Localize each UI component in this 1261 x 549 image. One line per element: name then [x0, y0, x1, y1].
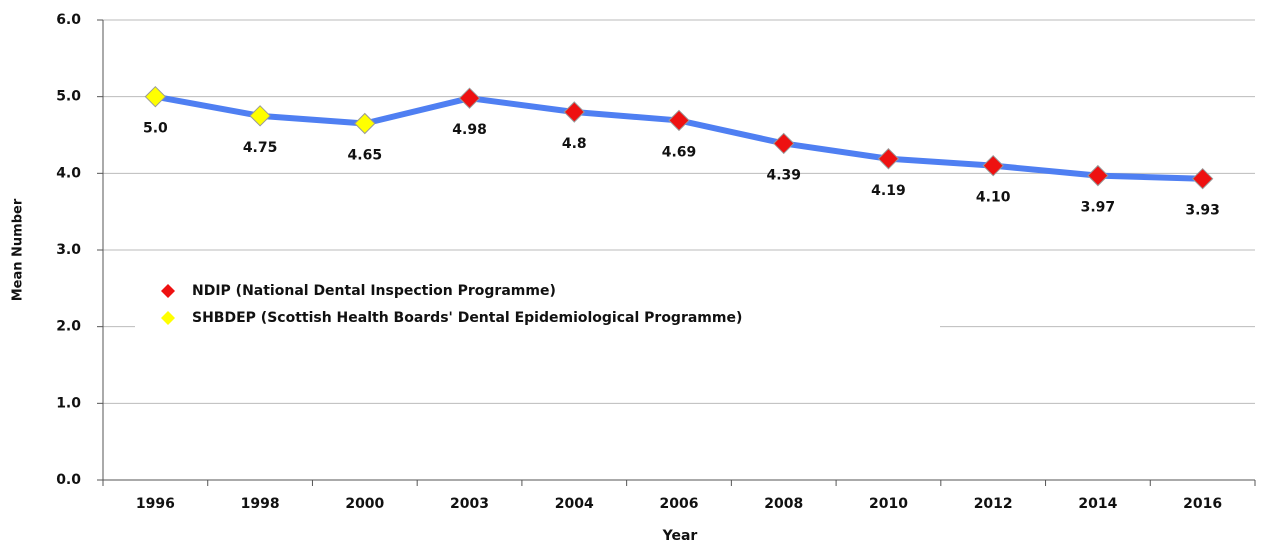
value-label: 4.75: [243, 140, 278, 156]
value-label: 4.39: [766, 167, 801, 183]
legend-box: [135, 275, 940, 333]
x-tick-label: 2008: [764, 496, 803, 512]
marker: [877, 148, 900, 170]
marker: [144, 85, 167, 108]
legend-label: SHBDEP (Scottish Health Boards' Dental E…: [192, 310, 742, 326]
marker: [668, 109, 690, 132]
value-label: 4.98: [452, 122, 487, 138]
legend-marker: [161, 284, 175, 298]
value-label: 3.97: [1081, 200, 1116, 216]
x-tick-label: 2010: [869, 496, 908, 512]
value-label: 4.19: [871, 183, 906, 199]
y-tick-label: 2.0: [56, 319, 81, 335]
y-tick-label: 4.0: [56, 165, 81, 181]
value-label: 3.93: [1185, 203, 1220, 219]
x-tick-label: 2012: [974, 496, 1013, 512]
y-tick-label: 3.0: [56, 242, 81, 258]
y-axis-label: Mean Number: [11, 198, 26, 301]
legend-label: NDIP (National Dental Inspection Program…: [192, 283, 556, 299]
value-label: 4.10: [976, 190, 1011, 206]
value-label: 4.8: [562, 136, 587, 152]
marker: [1191, 167, 1214, 190]
marker: [1087, 164, 1109, 187]
marker: [982, 154, 1004, 177]
x-tick-label: 1996: [136, 496, 175, 512]
y-tick-label: 6.0: [56, 12, 81, 28]
x-tick-label: 2016: [1183, 496, 1222, 512]
marker: [773, 132, 795, 155]
marker: [458, 87, 481, 109]
x-tick-label: 2003: [450, 496, 489, 512]
x-tick-label: 2004: [555, 496, 594, 512]
marker: [563, 101, 585, 123]
legend-marker: [161, 311, 175, 325]
x-axis-label: Year: [662, 528, 698, 544]
marker: [354, 112, 376, 135]
x-tick-label: 1998: [241, 496, 280, 512]
marker: [249, 105, 271, 127]
y-tick-label: 1.0: [56, 395, 81, 411]
line: [154, 93, 1203, 182]
value-label: 4.69: [662, 144, 697, 160]
y-tick-label: 5.0: [56, 89, 81, 105]
y-tick-label: 0.0: [56, 472, 81, 488]
value-label: 5.0: [143, 121, 168, 137]
x-tick-label: 2014: [1078, 496, 1117, 512]
x-tick-label: 2006: [660, 496, 699, 512]
x-tick-label: 2000: [345, 496, 384, 512]
value-label: 4.65: [348, 148, 383, 164]
